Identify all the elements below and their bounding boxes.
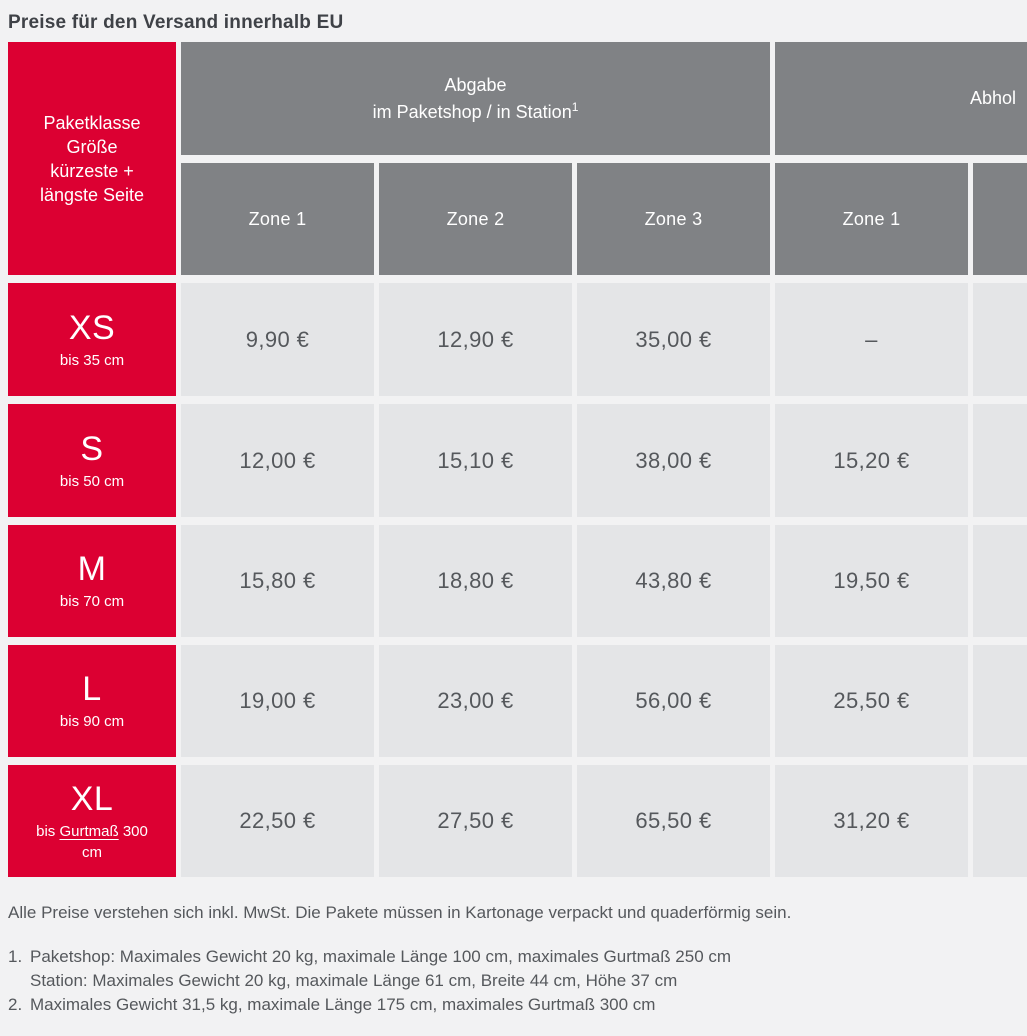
- price-cell-xs-abholung-zone1: –: [775, 283, 968, 396]
- row-header-xl: XL bis Gurtmaß 300 cm: [8, 765, 176, 877]
- size-limit: bis 90 cm: [59, 713, 125, 730]
- table-footer: Alle Preise verstehen sich inkl. MwSt. D…: [8, 901, 1027, 1017]
- footnote-marker: 2.: [8, 995, 23, 1014]
- corner-line-2: Größe: [66, 136, 118, 157]
- row-header-l: L bis 90 cm: [8, 645, 176, 757]
- price-cell-l-zone3: 56,00 €: [577, 645, 770, 757]
- price-cell-l-abholung-zone1: 25,50 €: [775, 645, 968, 757]
- price-cell-l-zone2: 23,00 €: [379, 645, 572, 757]
- size-label: XL: [70, 779, 114, 818]
- price-cell-xs-zone3: 35,00 €: [577, 283, 770, 396]
- size-limit: bis 35 cm: [59, 351, 125, 369]
- price-cell-xl-zone3: 65,50 €: [577, 765, 770, 877]
- gurtmass-link[interactable]: Gurtmaß: [59, 822, 119, 840]
- footnote-ref-1: 1: [571, 99, 579, 114]
- size-label: XS: [68, 308, 116, 347]
- vat-note: Alle Preise verstehen sich inkl. MwSt. D…: [8, 903, 792, 922]
- price-cell-xl-abholung-zone1: 31,20 €: [775, 765, 968, 877]
- size-label: L: [82, 670, 102, 708]
- price-cell-m-zone2: 18,80 €: [379, 525, 572, 637]
- price-cell-s-zone1: 12,00 €: [181, 404, 374, 517]
- zone-header-abholung-1: Zone 1: [775, 163, 968, 275]
- size-limit: bis 50 cm: [59, 472, 125, 490]
- pricing-table: Paketklasse Größe kürzeste + längste Sei…: [8, 42, 1027, 877]
- zone-header-abholung-2: [973, 163, 1027, 275]
- row-header-xs: XS bis 35 cm: [8, 283, 176, 396]
- price-cell-xl-zone1: 22,50 €: [181, 765, 374, 877]
- abgabe-line-2: im Paketshop / in Station1: [372, 99, 579, 122]
- size-limit: bis 70 cm: [59, 593, 125, 610]
- size-limit: bis Gurtmaß 300 cm: [36, 822, 148, 861]
- size-label: M: [77, 550, 107, 588]
- abgabe-line-1: Abgabe: [444, 74, 507, 95]
- zone-header-abgabe-1: Zone 1: [181, 163, 374, 275]
- footnote-1: 1. Paketshop: Maximales Gewicht 20 kg, m…: [8, 945, 1019, 993]
- page-title: Preise für den Versand innerhalb EU: [8, 12, 344, 33]
- price-cell-s-abholung-zone1: 15,20 €: [775, 404, 968, 517]
- row-header-m: M bis 70 cm: [8, 525, 176, 637]
- price-cell-l-zone1: 19,00 €: [181, 645, 374, 757]
- group-header-abholung: Abhol: [775, 42, 1027, 155]
- price-cell-xs-zone1: 9,90 €: [181, 283, 374, 396]
- size-label: S: [80, 429, 104, 468]
- abholung-label: Abhol: [970, 88, 1017, 108]
- price-cell-s-zone2: 15,10 €: [379, 404, 572, 517]
- row-header-s: S bis 50 cm: [8, 404, 176, 517]
- corner-line-3: kürzeste +: [50, 160, 134, 181]
- corner-header-paketklasse: Paketklasse Größe kürzeste + längste Sei…: [8, 42, 176, 275]
- price-cell-xs-zone2: 12,90 €: [379, 283, 572, 396]
- footnote-2: 2. Maximales Gewicht 31,5 kg, maximale L…: [8, 993, 1019, 1017]
- footnote-2-line-1: Maximales Gewicht 31,5 kg, maximale Läng…: [30, 995, 656, 1014]
- price-cell-xl-zone2: 27,50 €: [379, 765, 572, 877]
- footnote-1-line-2: Station: Maximales Gewicht 20 kg, maxima…: [30, 971, 678, 990]
- price-cell-m-abholung-zone2: [973, 525, 1027, 637]
- zone-header-abgabe-3: Zone 3: [577, 163, 770, 275]
- corner-line-4: längste Seite: [39, 184, 145, 205]
- corner-line-1: Paketklasse: [43, 112, 141, 133]
- price-cell-s-zone3: 38,00 €: [577, 404, 770, 517]
- price-cell-l-abholung-zone2: [973, 645, 1027, 757]
- price-cell-m-zone1: 15,80 €: [181, 525, 374, 637]
- price-cell-s-abholung-zone2: [973, 404, 1027, 517]
- group-header-abgabe: Abgabe im Paketshop / in Station1: [181, 42, 770, 155]
- price-cell-m-zone3: 43,80 €: [577, 525, 770, 637]
- footnote-1-line-1: Paketshop: Maximales Gewicht 20 kg, maxi…: [30, 947, 732, 966]
- price-cell-xl-abholung-zone2: [973, 765, 1027, 877]
- zone-header-abgabe-2: Zone 2: [379, 163, 572, 275]
- price-cell-xs-abholung-zone2: [973, 283, 1027, 396]
- footnote-marker: 1.: [8, 947, 23, 966]
- price-cell-m-abholung-zone1: 19,50 €: [775, 525, 968, 637]
